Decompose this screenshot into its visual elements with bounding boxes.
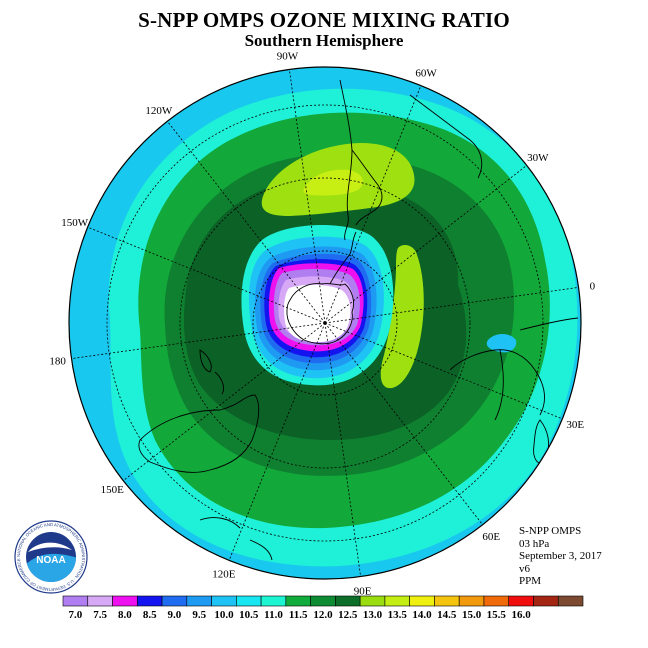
latitude-circle <box>106 104 544 542</box>
longitude-label: 30E <box>566 419 584 431</box>
longitude-label: 180 <box>49 356 66 368</box>
africa-coastline <box>449 317 579 421</box>
noaa-logo: NATIONAL OCEANIC AND ATMOSPHERIC ADMINIS… <box>14 520 88 594</box>
longitude-label: 150W <box>61 217 89 229</box>
version-label: v6 <box>519 562 530 575</box>
logo-text: NOAA <box>36 555 65 566</box>
meridian-line <box>324 286 579 324</box>
graticule <box>71 69 579 577</box>
longitude-label: 90E <box>354 585 372 597</box>
longitude-label: 30W <box>527 152 549 164</box>
coastlines <box>138 79 579 561</box>
indonesia-coastline <box>199 517 273 561</box>
south-pole-dot <box>323 321 327 325</box>
meridian-line <box>167 121 326 324</box>
longitude-label: 150E <box>101 484 125 496</box>
meridian-line <box>71 322 326 360</box>
units-label: PPM <box>519 575 542 588</box>
logo-wave <box>26 553 76 582</box>
info-block: S-NPP OMPS 03 hPa September 3, 2017 v6 P… <box>519 525 602 588</box>
antarctic-peninsula <box>329 231 357 285</box>
longitude-label: 60W <box>415 68 437 80</box>
instrument-name: S-NPP OMPS <box>519 525 582 537</box>
latitude-circle <box>179 177 471 469</box>
meridian-line <box>324 85 422 324</box>
logo-bird <box>28 542 72 552</box>
longitude-labels: 90W 60W 30W 0 30E 60E 90E 120E 150E 180 150W 120W <box>49 51 595 598</box>
contour-11.0-blob <box>486 334 517 353</box>
south-america-coastline <box>339 79 483 241</box>
meridian-line <box>87 226 326 324</box>
meridian-line <box>324 165 527 324</box>
meridian-line <box>228 322 326 561</box>
meridian-line <box>324 322 483 525</box>
meridian-lines <box>71 69 579 577</box>
chart-title: S-NPP OMPS OZONE MIXING RATIO <box>138 8 510 32</box>
chart-subtitle: Southern Hemisphere <box>244 31 404 50</box>
meridian-line <box>324 322 362 577</box>
longitude-label: 120W <box>145 105 173 117</box>
ozone-contour-fill <box>69 67 581 579</box>
new-zealand-coastline <box>199 349 225 395</box>
contour-13.0-east <box>380 244 424 389</box>
longitude-label: 0 <box>590 280 596 292</box>
longitude-label: 60E <box>482 531 500 543</box>
date-label: September 3, 2017 <box>519 550 602 563</box>
meridian-line <box>123 322 326 481</box>
longitude-label: 90W <box>277 51 299 63</box>
pressure-level: 03 hPa <box>519 537 550 550</box>
madagascar-coastline <box>533 419 550 464</box>
longitude-label: 120E <box>212 568 236 580</box>
meridian-line <box>288 69 326 324</box>
map-border <box>68 66 582 580</box>
antarctica-coastline <box>286 283 355 345</box>
meridian-line <box>324 322 563 420</box>
latitude-circle <box>252 250 398 396</box>
